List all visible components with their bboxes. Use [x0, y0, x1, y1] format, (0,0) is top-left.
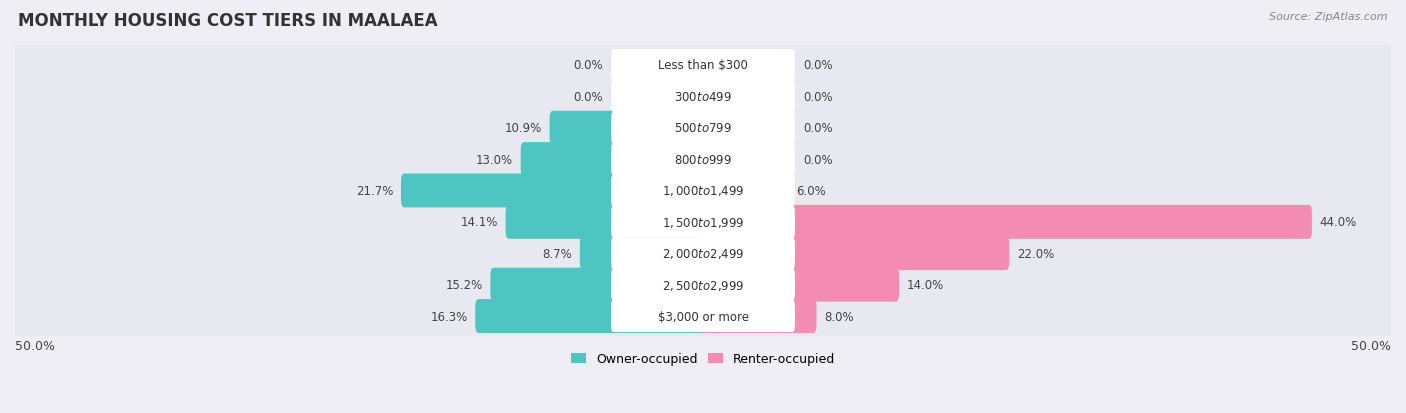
- Text: $500 to $799: $500 to $799: [673, 122, 733, 135]
- FancyBboxPatch shape: [14, 297, 1392, 336]
- Text: $1,000 to $1,499: $1,000 to $1,499: [662, 184, 744, 198]
- FancyBboxPatch shape: [14, 265, 1392, 305]
- FancyBboxPatch shape: [612, 206, 794, 238]
- FancyBboxPatch shape: [700, 268, 898, 302]
- FancyBboxPatch shape: [700, 237, 1010, 271]
- FancyBboxPatch shape: [506, 205, 706, 239]
- FancyBboxPatch shape: [612, 269, 794, 301]
- Text: 50.0%: 50.0%: [1351, 339, 1391, 352]
- FancyBboxPatch shape: [700, 174, 789, 208]
- Text: $2,000 to $2,499: $2,000 to $2,499: [662, 247, 744, 261]
- Legend: Owner-occupied, Renter-occupied: Owner-occupied, Renter-occupied: [567, 347, 839, 370]
- Text: 0.0%: 0.0%: [572, 90, 603, 104]
- Text: 6.0%: 6.0%: [797, 185, 827, 197]
- Text: $300 to $499: $300 to $499: [673, 90, 733, 104]
- FancyBboxPatch shape: [520, 143, 706, 177]
- FancyBboxPatch shape: [14, 171, 1392, 211]
- Text: 0.0%: 0.0%: [572, 59, 603, 72]
- Text: 16.3%: 16.3%: [430, 310, 468, 323]
- FancyBboxPatch shape: [14, 203, 1392, 242]
- Text: 0.0%: 0.0%: [803, 122, 834, 135]
- Text: Source: ZipAtlas.com: Source: ZipAtlas.com: [1270, 12, 1388, 22]
- FancyBboxPatch shape: [612, 300, 794, 332]
- Text: 0.0%: 0.0%: [803, 90, 834, 104]
- Text: 22.0%: 22.0%: [1017, 247, 1054, 260]
- FancyBboxPatch shape: [700, 205, 1312, 239]
- Text: 50.0%: 50.0%: [15, 339, 55, 352]
- FancyBboxPatch shape: [612, 237, 794, 270]
- FancyBboxPatch shape: [14, 77, 1392, 117]
- FancyBboxPatch shape: [14, 46, 1392, 85]
- FancyBboxPatch shape: [550, 112, 706, 145]
- FancyBboxPatch shape: [491, 268, 706, 302]
- Text: 15.2%: 15.2%: [446, 278, 482, 292]
- Text: 0.0%: 0.0%: [803, 153, 834, 166]
- FancyBboxPatch shape: [475, 299, 706, 333]
- Text: 44.0%: 44.0%: [1319, 216, 1357, 229]
- FancyBboxPatch shape: [612, 50, 794, 82]
- Text: Less than $300: Less than $300: [658, 59, 748, 72]
- Text: MONTHLY HOUSING COST TIERS IN MAALAEA: MONTHLY HOUSING COST TIERS IN MAALAEA: [18, 12, 437, 30]
- FancyBboxPatch shape: [612, 112, 794, 145]
- FancyBboxPatch shape: [14, 234, 1392, 273]
- Text: $800 to $999: $800 to $999: [673, 153, 733, 166]
- Text: 10.9%: 10.9%: [505, 122, 541, 135]
- FancyBboxPatch shape: [700, 299, 817, 333]
- FancyBboxPatch shape: [579, 237, 706, 271]
- Text: 8.7%: 8.7%: [543, 247, 572, 260]
- Text: 14.0%: 14.0%: [907, 278, 943, 292]
- Text: 21.7%: 21.7%: [356, 185, 394, 197]
- FancyBboxPatch shape: [612, 175, 794, 207]
- FancyBboxPatch shape: [612, 144, 794, 176]
- FancyBboxPatch shape: [14, 140, 1392, 179]
- Text: 14.1%: 14.1%: [461, 216, 498, 229]
- Text: 0.0%: 0.0%: [803, 59, 834, 72]
- FancyBboxPatch shape: [612, 81, 794, 113]
- Text: $1,500 to $1,999: $1,500 to $1,999: [662, 215, 744, 229]
- Text: 13.0%: 13.0%: [477, 153, 513, 166]
- Text: $2,500 to $2,999: $2,500 to $2,999: [662, 278, 744, 292]
- Text: 8.0%: 8.0%: [824, 310, 853, 323]
- Text: $3,000 or more: $3,000 or more: [658, 310, 748, 323]
- FancyBboxPatch shape: [401, 174, 706, 208]
- FancyBboxPatch shape: [14, 109, 1392, 148]
